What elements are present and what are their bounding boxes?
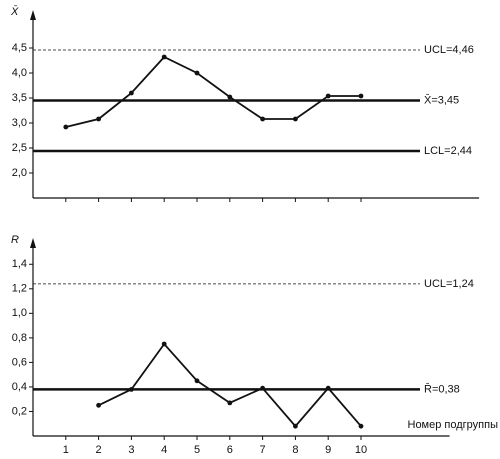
data-point: [194, 70, 200, 76]
data-point: [63, 124, 69, 130]
data-point: [358, 423, 364, 429]
data-point: [325, 93, 331, 99]
y-tick-label: 0,8: [12, 332, 27, 344]
y-tick-label: 3,5: [12, 92, 27, 104]
y-tick-label: 0,6: [12, 356, 27, 368]
data-point: [129, 386, 134, 392]
x-tick-label: 10: [355, 444, 367, 456]
data-point: [293, 116, 298, 122]
y-axis-arrow: [30, 238, 36, 248]
data-point: [161, 54, 167, 60]
y-tick-label: 4,5: [12, 42, 27, 54]
y-tick-label: 2,5: [12, 142, 27, 154]
data-point: [260, 116, 265, 122]
data-point: [194, 378, 200, 384]
y-axis-arrow: [30, 10, 36, 20]
y-tick-label: 1,4: [12, 258, 27, 270]
data-point: [260, 385, 265, 391]
control-line-label: R̄=0,38: [424, 383, 460, 396]
x-tick-label: 6: [227, 444, 233, 456]
y-tick-label: 3,0: [12, 117, 27, 129]
control-line-label: UCL=1,24: [424, 278, 474, 290]
y-tick-label: 1,0: [12, 307, 27, 319]
data-point: [227, 94, 233, 100]
control-line-label: UCL=4,46: [424, 44, 474, 56]
x-tick-label: 7: [260, 444, 266, 456]
data-point: [293, 423, 298, 429]
control-line-label: X̄=3,45: [424, 94, 459, 107]
series-line: [65, 55, 361, 128]
control-line-label: LCL=2,44: [424, 145, 472, 157]
data-point: [325, 385, 331, 391]
y-tick-label: 0,2: [12, 405, 27, 417]
y-axis-title: X̄: [10, 5, 19, 18]
data-point: [96, 116, 101, 122]
x-tick-label: 1: [63, 444, 69, 456]
y-axis-title: R: [11, 234, 19, 246]
series-line: [98, 342, 362, 428]
y-tick-label: 0,4: [12, 381, 27, 393]
x-axis-title: Номер подгруппы: [408, 419, 499, 431]
x-tick-label: 5: [194, 444, 200, 456]
x-tick-label: 4: [161, 444, 167, 456]
x-tick-label: 9: [325, 444, 331, 456]
y-tick-label: 2,0: [12, 167, 27, 179]
y-tick-label: 4,0: [12, 67, 27, 79]
data-point: [161, 341, 167, 347]
data-point: [129, 90, 134, 96]
y-tick-label: 1,2: [12, 283, 27, 295]
data-point: [96, 402, 101, 408]
x-tick-label: 2: [96, 444, 102, 456]
x-tick-label: 8: [292, 444, 298, 456]
data-point: [358, 93, 364, 99]
data-point: [227, 400, 233, 406]
x-tick-label: 3: [128, 444, 134, 456]
